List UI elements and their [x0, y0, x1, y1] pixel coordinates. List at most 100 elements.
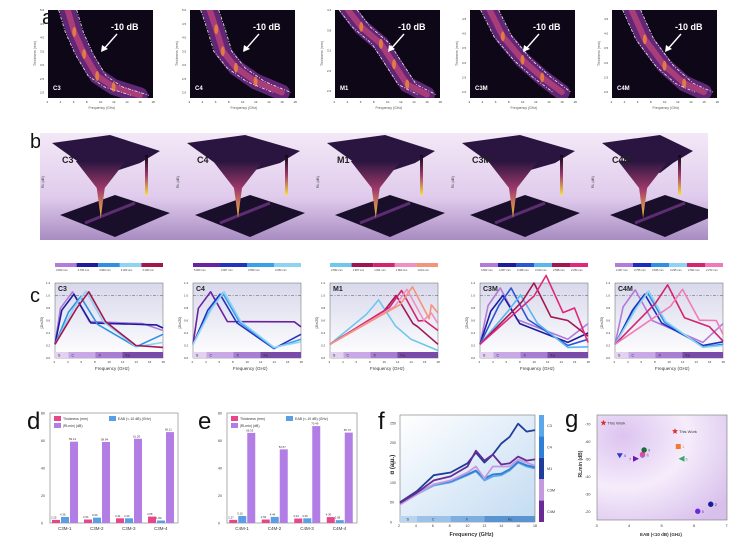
x-tick-label: 12: [534, 100, 538, 104]
panel-label-f: f: [378, 408, 385, 435]
x-tick-label: 16: [280, 100, 284, 104]
category-label: C3M-3: [122, 526, 136, 531]
legend-label: 2.272 mm: [706, 268, 718, 272]
y-tick-label: 3.5: [40, 49, 45, 53]
y-axis-label: |Zin/Z0|: [465, 317, 469, 329]
y-tick-label: 100: [390, 481, 396, 485]
band-label: S: [618, 354, 621, 358]
legend-swatch: [539, 479, 544, 501]
annotation-minus-10db: -10 dB: [111, 22, 139, 32]
y-tick-label: 0.8: [184, 306, 189, 310]
base-plane: [470, 195, 580, 237]
panel-label-e: e: [198, 408, 212, 435]
x-tick-label: 16: [423, 360, 427, 364]
legend-label: 2.564 mm: [688, 268, 700, 272]
legend-swatch: [373, 263, 395, 267]
category-label: C3M-2: [90, 526, 104, 531]
y-tick-label: 4.5: [40, 22, 45, 26]
legend-swatch: [119, 263, 142, 267]
frequency-band: [484, 516, 535, 522]
x-tick-label: 4: [202, 100, 204, 104]
band-label: X: [237, 354, 240, 358]
y-tick-label: -20: [585, 510, 591, 514]
legend-swatch: [539, 500, 544, 522]
y-tick-label: 0.2: [471, 344, 476, 348]
band-label: C: [72, 354, 75, 358]
x-tick-label: 4: [482, 100, 484, 104]
x-tick-label: 12: [112, 100, 116, 104]
x-tick-label: 16: [148, 360, 152, 364]
contour-10db-outer: [218, 10, 292, 93]
frequency-band: [480, 352, 494, 358]
y-tick-label: 4.0: [462, 31, 467, 35]
series-line: [614, 288, 724, 345]
legend-label: C4M: [547, 510, 555, 514]
bar: [166, 432, 174, 523]
y-tick-label: 200: [390, 441, 396, 445]
base-projection: [84, 201, 136, 225]
legend-label: 3.010 mm: [535, 268, 547, 272]
bar: [116, 518, 124, 523]
y-tick-label: 0.4: [184, 331, 189, 335]
y-tick-label: 2.6: [327, 69, 332, 73]
band-group: [480, 10, 572, 98]
y-tick-label: -60: [585, 440, 591, 444]
arrow-head: [523, 45, 530, 52]
y-tick-label: 0.6: [321, 319, 326, 323]
x-tick-label: 10: [241, 100, 245, 104]
contour-10db-inner: [338, 10, 419, 95]
chart-sample-label: C3M: [483, 286, 498, 293]
x-tick-label: 2: [469, 100, 471, 104]
hot-spot: [642, 34, 647, 45]
bar-value-label: 61.26: [133, 434, 140, 438]
marker-star: [672, 428, 678, 434]
bar: [344, 432, 353, 523]
y-axis-label: |Zin/Z0|: [40, 317, 44, 329]
z-axis-label: RL (dB): [591, 176, 595, 188]
y-tick-label: 1.2: [184, 281, 189, 285]
bar: [52, 519, 60, 523]
legend-label: 5.000 mm: [194, 268, 206, 272]
y-tick-label: 0.2: [46, 344, 51, 348]
y-tick-label: 1.2: [46, 281, 51, 285]
x-tick-label: 18: [533, 524, 537, 528]
base-plane: [60, 195, 170, 237]
y-axis-label: |Zin/Z0|: [600, 317, 604, 329]
x-tick-label: 4: [628, 523, 631, 528]
legend-swatch: [539, 457, 544, 480]
legend-swatch: [705, 263, 723, 267]
x-tick-label: 14: [560, 360, 564, 364]
surface-top: [327, 135, 435, 173]
contour-map-C4: C4 -10 dB 2 4 6 8 10 12 14 16 18 Frequency (GHz) 2.0…: [175, 8, 297, 110]
chart-e-bar: 0 20 40 60 80 C4M-1 2.275.10 65.53 C4M-2 2.534.44…: [218, 412, 358, 531]
y-tick-label: -30: [585, 492, 591, 496]
colorbar: [285, 155, 288, 195]
x-tick-label: 4: [627, 360, 629, 364]
legend-swatch: [141, 263, 163, 267]
contour-10db-inner: [58, 10, 131, 96]
x-tick-label: 2: [398, 524, 400, 528]
y-tick-label: 60: [41, 439, 45, 443]
y-tick-label: 4.0: [40, 36, 45, 40]
surface-C3: C3 RL (dB): [40, 133, 175, 240]
x-tick-label: 5: [661, 523, 664, 528]
x-tick-label: 2: [479, 360, 481, 364]
band-label: C: [632, 354, 635, 358]
legend-swatch: [633, 263, 651, 267]
surface-C3M: C3M RL (dB): [450, 133, 590, 240]
series-line-C4M: [399, 449, 536, 504]
x-tick-label: 14: [125, 100, 129, 104]
legend-swatch: [109, 416, 116, 421]
y-tick-label: 3.2: [327, 49, 332, 53]
y-tick-label: 3.0: [462, 61, 467, 65]
frequency-band: [493, 352, 521, 358]
z-axis-label: RL (dB): [176, 176, 180, 188]
band-label: X: [466, 518, 469, 522]
legend-swatch: [552, 263, 570, 267]
y-tick-label: 2.0: [604, 90, 609, 94]
legend-label: 3.468 mm: [517, 268, 529, 272]
bar-value-label: 2.25: [51, 515, 57, 519]
x-tick-label: 12: [399, 100, 403, 104]
y-tick-label: 80: [218, 412, 222, 416]
legend-label: 2.552 mm: [331, 268, 343, 272]
